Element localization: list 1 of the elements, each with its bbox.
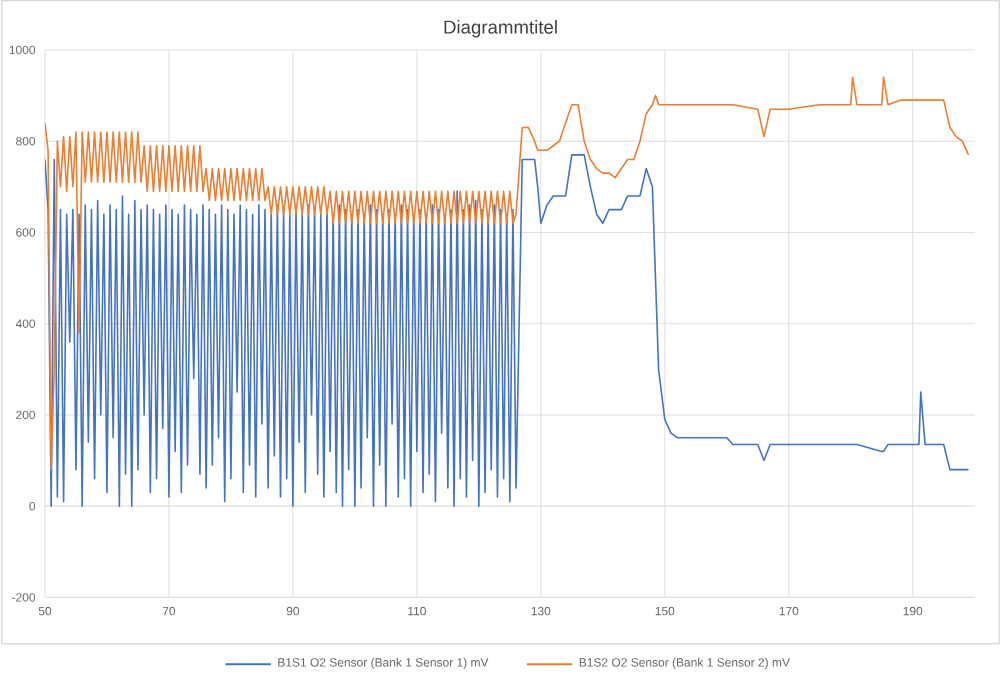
chart-title: Diagrammtitel — [444, 20, 557, 38]
